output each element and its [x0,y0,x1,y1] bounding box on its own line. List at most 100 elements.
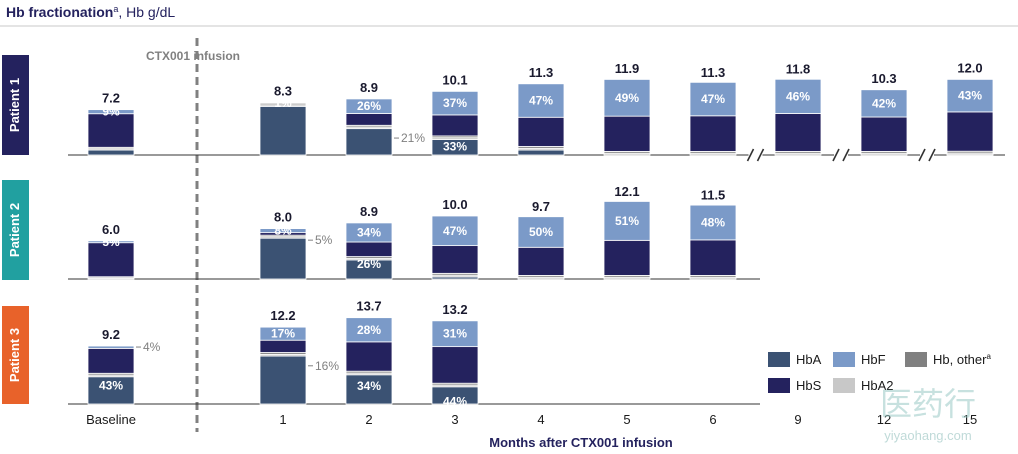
watermark-subtext: yiyaohang.com [884,428,971,443]
hbf-percent-label: 28% [357,323,381,337]
hbs-percent-label: 47% [615,286,639,300]
panel-badge [2,306,29,404]
segment-hba [259,105,307,156]
total-label: 9.2 [102,327,120,342]
legend-item-hba2: HbA2 [833,378,894,393]
legend-label: Hb, othera [933,352,991,367]
segment-hbf [259,228,307,234]
bar-3: 10.0 47% 44% [431,197,479,294]
legend-swatch [833,378,855,393]
bar-Baseline: 6.05% 90% [87,222,135,301]
hbf-percent-label: 9% [102,105,120,119]
bar-6: 11.3 47% 50% [689,65,737,176]
hbs-percent-label: 44% [443,395,467,409]
chart-title-main: Hb fractionation [6,4,113,20]
bar-1: 8.08% 5% [259,210,333,280]
segment-hbs [345,341,393,372]
segment-hbs [603,115,651,152]
hbs-percent-label: 5% [315,233,333,247]
legend-label: HbA [796,352,822,367]
segment-hbs [431,245,479,274]
bar-5: 12.1 51% 47% [603,184,651,300]
hbs-percent-label: 74% [99,157,123,171]
legend-swatch [905,352,927,367]
segment-hbf [603,201,651,241]
hbs-percent-label: 41% [529,154,553,168]
hbf-percent-label: 48% [701,216,725,230]
total-label: 8.9 [360,80,378,95]
total-label: 11.3 [529,65,554,80]
segment-hba [345,128,393,156]
x-tick-label: 2 [365,412,372,427]
hbs-percent-label: 33% [443,139,467,153]
total-label: 10.0 [442,197,467,212]
hbs-percent-label: 53% [872,162,896,176]
bar-15: 12.0 43% 52% [946,60,994,178]
bar-3: 13.2 31% 44% [431,302,479,409]
hbs-percent-label: 34% [357,379,381,393]
hbs-percent-label: 43% [99,379,123,393]
hbs-percent-label: 21% [401,131,425,145]
x-tick-label: 12 [877,412,891,427]
bar-5: 11.9 49% 47% [603,61,651,176]
panel-badge [2,180,29,280]
panel-badge [2,55,29,155]
segment-hbs [87,113,135,148]
x-tick-labels: Baseline 1 2 3 4 5 6 9 12 15 [86,412,977,427]
legend: HbA HbF Hb, othera HbS HbA2 [768,352,991,393]
segment-hbs [946,111,994,152]
hbs-percent-label: 16% [315,359,339,373]
total-label: 8.3 [274,84,292,99]
segment-hbs [689,115,737,152]
total-label: 13.2 [442,302,467,317]
panel-label: Patient 2 [7,203,22,257]
segment-hba [87,149,135,156]
panels-layer: Patient 1 7.29% 74% 8.31% 8.9 26% 21% 10.1 37% 33… [2,55,1005,409]
segment-hbf [431,90,479,116]
segment-hbs [431,346,479,384]
total-label: 13.7 [356,299,381,314]
segment-hbs [87,347,135,374]
legend-label: HbA2 [861,378,894,393]
x-tick-label: 15 [963,412,977,427]
segment-hbs [774,113,822,152]
legend-item-other: Hb, othera [905,352,991,367]
segment-hbf [87,345,135,349]
axis-break-mark [832,148,850,162]
hbs-percent-label: 46% [529,282,553,296]
x-tick-label: Baseline [86,412,136,427]
total-label: 12.0 [957,60,982,75]
bar-12: 10.3 42% 53% [860,71,908,176]
segment-hbs [345,113,393,126]
bar-1: 12.2 17% 16% [259,308,339,405]
segment-hbf [345,317,393,343]
bar-1: 8.31% [259,84,307,156]
hbf-percent-label: 42% [872,96,896,110]
segment-hbs [517,246,565,276]
segment-hbf [345,98,393,114]
total-label: 11.9 [615,61,640,76]
x-axis-title: Months after CTX001 infusion [489,435,673,450]
hbs-percent-label: 49% [701,286,725,300]
chart-title: Hb fractionationa, Hb g/dL [6,4,175,20]
hbf-percent-label: 4% [143,340,161,354]
x-tick-label: 5 [623,412,630,427]
segment-hba [259,237,307,280]
legend-item-hbf: HbF [833,352,886,367]
hbf-percent-label: 1% [274,96,292,110]
panel-label: Patient 3 [7,328,22,382]
segment-hbf [860,89,908,118]
segment-hbf [431,215,479,247]
bar-3: 10.1 37% 33% [431,72,479,156]
hbs-percent-label: 47% [615,162,639,176]
hbf-percent-label: 26% [357,99,381,113]
segment-hbf [517,216,565,248]
chart-title-rest: , Hb g/dL [118,4,175,20]
hbs-percent-label: 26% [357,257,381,271]
segment-hbs [689,239,737,276]
legend-swatch [768,352,790,367]
bar-2: 8.9 26% 21% [345,80,425,156]
infusion-label: CTX001 infusion [146,49,240,63]
segment-hbf [431,320,479,348]
